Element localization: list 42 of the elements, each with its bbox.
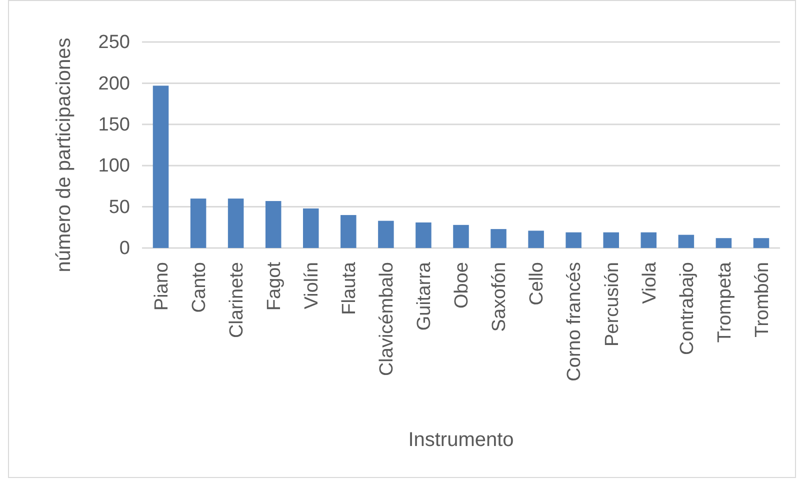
bar [716,238,732,248]
bar [490,229,506,248]
x-tick-label: Piano [151,262,172,311]
bar [416,222,432,248]
x-tick-label: Trombón [752,262,773,338]
bar [566,232,582,248]
bar [152,86,169,248]
y-tick-label: 100 [98,156,130,177]
y-tick-label: 200 [98,73,130,94]
y-tick-label: 0 [119,238,130,260]
y-tick-label: 250 [98,32,130,54]
bar [228,198,244,248]
y-tick-label: 150 [98,114,130,136]
bar [640,232,657,248]
x-tick-label: Guitarra [414,262,436,331]
x-axis-title: Instrumento [408,429,514,451]
x-tick-label: Percusión [602,262,623,346]
bar [190,198,206,248]
x-tick-label: Saxofón [489,262,510,332]
bar [603,232,619,248]
bar [303,208,319,248]
x-tick-label: Clarinete [226,262,248,338]
x-tick-label: Flauta [339,262,360,315]
bar [340,215,356,248]
x-tick-label: Oboe [452,262,473,308]
bar [528,230,544,248]
x-tick-label: Viola [639,262,660,304]
bar [678,234,694,248]
bar [265,201,282,248]
x-tick-label: Trompeta [714,262,736,343]
x-tick-label: Clavicémbalo [376,262,398,376]
y-axis-title: número de participaciones [53,38,75,272]
x-tick-label: Canto [188,262,210,313]
bar [453,224,469,248]
bar [378,220,394,248]
x-tick-label: Violín [302,262,323,310]
x-tick-label: Contrabajo [676,262,698,355]
x-tick-label: Cello [526,262,548,306]
y-tick-label: 50 [108,196,130,218]
x-tick-label: Fagot [264,261,286,311]
x-tick-label: Corno francés [564,262,586,382]
bar [753,238,770,248]
